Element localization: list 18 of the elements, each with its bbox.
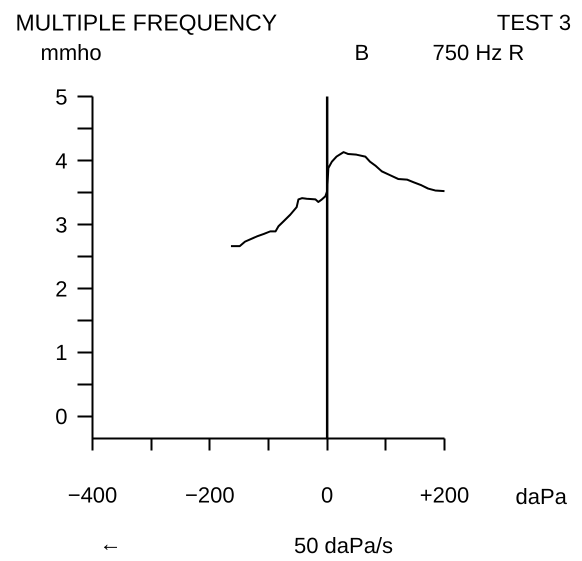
y-tick-label: 2	[55, 276, 68, 302]
x-axis-title: daPa	[516, 484, 568, 509]
y-tick-label: 1	[55, 340, 68, 366]
text: 50 daPa/s	[294, 533, 394, 558]
chart-title: MULTIPLE FREQUENCY	[16, 10, 278, 36]
x-tick-label: +200	[420, 482, 470, 508]
y-tick-label: 5	[55, 84, 68, 110]
y-tick-label: 3	[55, 212, 68, 238]
x-tick-label: −400	[68, 482, 118, 508]
x-tick-label: 0	[321, 482, 334, 508]
x-tick-label: −200	[185, 482, 235, 508]
text: TEST 3	[496, 10, 572, 35]
y-tick-label: 4	[55, 148, 68, 174]
text: B	[354, 40, 370, 65]
y-axis-title: mmho	[40, 40, 102, 65]
text: ←	[100, 531, 122, 556]
text: 750 Hz R	[432, 40, 524, 65]
y-tick-label: 0	[55, 404, 68, 430]
